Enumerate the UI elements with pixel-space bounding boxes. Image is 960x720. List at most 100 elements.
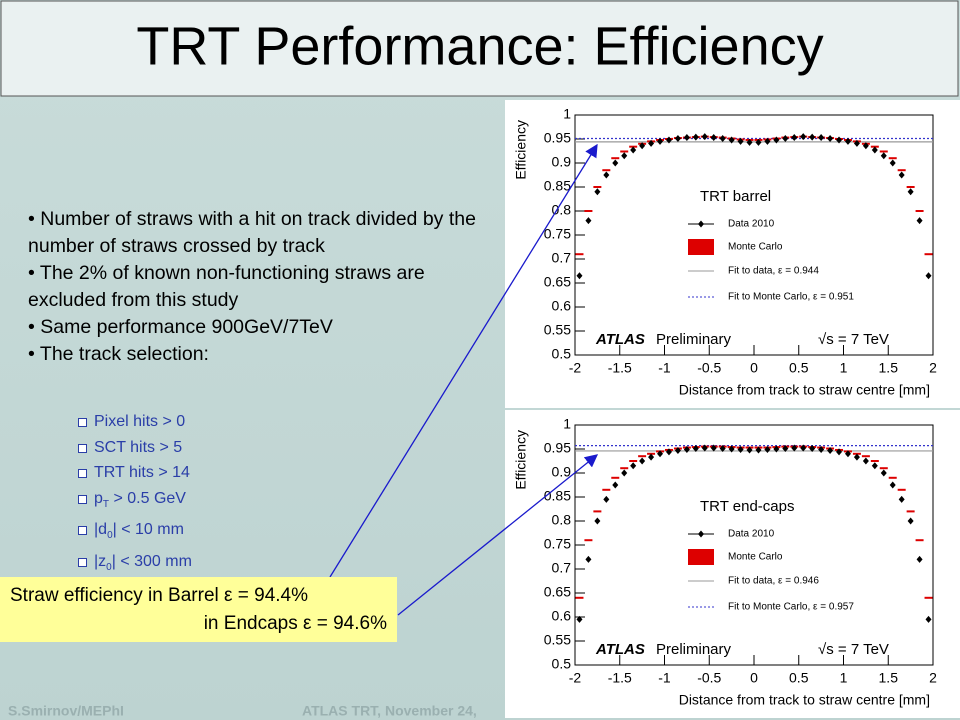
data-point xyxy=(871,146,878,154)
legend-label: Data 2010 xyxy=(728,219,775,230)
data-point xyxy=(898,495,905,503)
y-tick-label: 0.55 xyxy=(544,632,571,648)
x-tick-label: 0 xyxy=(750,670,758,686)
data-point xyxy=(827,446,834,454)
data-point xyxy=(880,469,887,477)
x-tick-label: -1 xyxy=(658,360,671,376)
data-point xyxy=(665,136,672,144)
data-point xyxy=(728,136,735,144)
data-point xyxy=(755,446,762,454)
y-tick-label: 0.5 xyxy=(552,656,572,672)
y-tick-label: 0.5 xyxy=(552,346,572,362)
sub-bullet-list: Pixel hits > 0 SCT hits > 5 TRT hits > 14 p… xyxy=(76,409,192,581)
data-point xyxy=(782,445,789,453)
data-point xyxy=(674,446,681,454)
sub-bullet: |d0| < 10 mm xyxy=(76,517,192,549)
data-point xyxy=(674,135,681,143)
y-tick-label: 0.65 xyxy=(544,584,571,600)
x-tick-label: -2 xyxy=(569,670,582,686)
text: |z xyxy=(94,552,107,570)
data-point xyxy=(621,152,628,160)
bullet: The 2% of known non-functioning straws a… xyxy=(28,260,498,314)
x-tick-label: 1.5 xyxy=(879,670,899,686)
y-tick-label: 0.7 xyxy=(552,560,572,576)
data-point xyxy=(880,152,887,160)
data-point xyxy=(800,444,807,452)
highlight-box: Straw efficiency in Barrel ε = 94.4% in … xyxy=(0,577,397,642)
data-point xyxy=(630,462,637,470)
bullet: Number of straws with a hit on track div… xyxy=(28,206,498,260)
atlas-label: ATLAS xyxy=(595,331,645,348)
text: p xyxy=(94,489,103,507)
y-axis-label: Efficiency xyxy=(513,430,529,490)
data-point xyxy=(692,133,699,141)
data-point xyxy=(862,457,869,465)
data-point xyxy=(764,137,771,145)
arrow xyxy=(397,454,599,616)
data-point xyxy=(657,450,664,458)
data-point xyxy=(648,139,655,147)
data-point xyxy=(827,135,834,143)
y-tick-label: 0.75 xyxy=(544,226,571,242)
annotation: TRT end-caps xyxy=(700,498,795,515)
highlight-line: in Endcaps ε = 94.6% xyxy=(203,613,387,634)
annotation: TRT barrel xyxy=(700,188,771,205)
data-point xyxy=(648,453,655,461)
x-tick-label: -0.5 xyxy=(697,360,721,376)
highlight-line: Straw efficiency in Barrel ε = 94.4% xyxy=(10,585,309,606)
data-point xyxy=(791,134,798,142)
data-point xyxy=(773,445,780,453)
energy-label: √s = 7 TeV xyxy=(818,331,889,348)
data-point xyxy=(809,445,816,453)
data-point xyxy=(710,444,717,452)
x-tick-label: -1.5 xyxy=(608,670,632,686)
y-tick-label: 0.6 xyxy=(552,298,572,314)
legend-label: Fit to data, ε = 0.944 xyxy=(728,266,819,277)
y-tick-label: 1 xyxy=(563,416,571,432)
text: SCT hits > 5 xyxy=(94,438,183,456)
data-point xyxy=(683,134,690,142)
data-point xyxy=(791,444,798,452)
data-point xyxy=(639,142,646,150)
data-point xyxy=(728,445,735,453)
data-point xyxy=(701,133,708,141)
data-point xyxy=(907,188,914,196)
y-tick-label: 0.8 xyxy=(552,512,572,528)
sub-bullet: |z0| < 300 mm xyxy=(76,549,192,581)
y-tick-label: 0.75 xyxy=(544,536,571,552)
sub-bullet: TRT hits > 14 xyxy=(76,460,192,486)
y-tick-label: 0.55 xyxy=(544,322,571,338)
title-box xyxy=(0,0,959,97)
data-point xyxy=(907,517,914,525)
energy-label: √s = 7 TeV xyxy=(818,641,889,658)
data-point xyxy=(862,142,869,150)
legend-label: Monte Carlo xyxy=(728,552,783,563)
y-tick-label: 0.95 xyxy=(544,440,571,456)
data-point xyxy=(576,615,583,623)
chart-background xyxy=(505,410,960,718)
y-tick-label: 0.9 xyxy=(552,154,572,170)
preliminary-label: Preliminary xyxy=(656,641,732,658)
subscript: 0 xyxy=(106,562,112,574)
x-tick-label: 1.5 xyxy=(879,360,899,376)
data-point xyxy=(800,133,807,141)
data-point xyxy=(621,469,628,477)
x-tick-label: 2 xyxy=(929,360,937,376)
legend-label: Fit to data, ε = 0.946 xyxy=(728,576,819,587)
data-point xyxy=(719,445,726,453)
text: > 0.5 GeV xyxy=(109,489,186,507)
data-point xyxy=(889,159,896,167)
legend-label: Fit to Monte Carlo, ε = 0.957 xyxy=(728,602,854,613)
data-point xyxy=(710,134,717,142)
footer-event: ATLAS TRT, November 24, xyxy=(302,703,477,719)
y-tick-label: 1 xyxy=(563,106,571,122)
y-tick-label: 0.7 xyxy=(552,250,572,266)
data-point xyxy=(630,146,637,154)
x-tick-label: -1.5 xyxy=(608,360,632,376)
atlas-label: ATLAS xyxy=(595,641,645,658)
text: | < 300 mm xyxy=(111,552,192,570)
y-tick-label: 0.9 xyxy=(552,464,572,480)
data-point xyxy=(889,481,896,489)
data-point xyxy=(898,171,905,179)
y-tick-label: 0.85 xyxy=(544,178,571,194)
